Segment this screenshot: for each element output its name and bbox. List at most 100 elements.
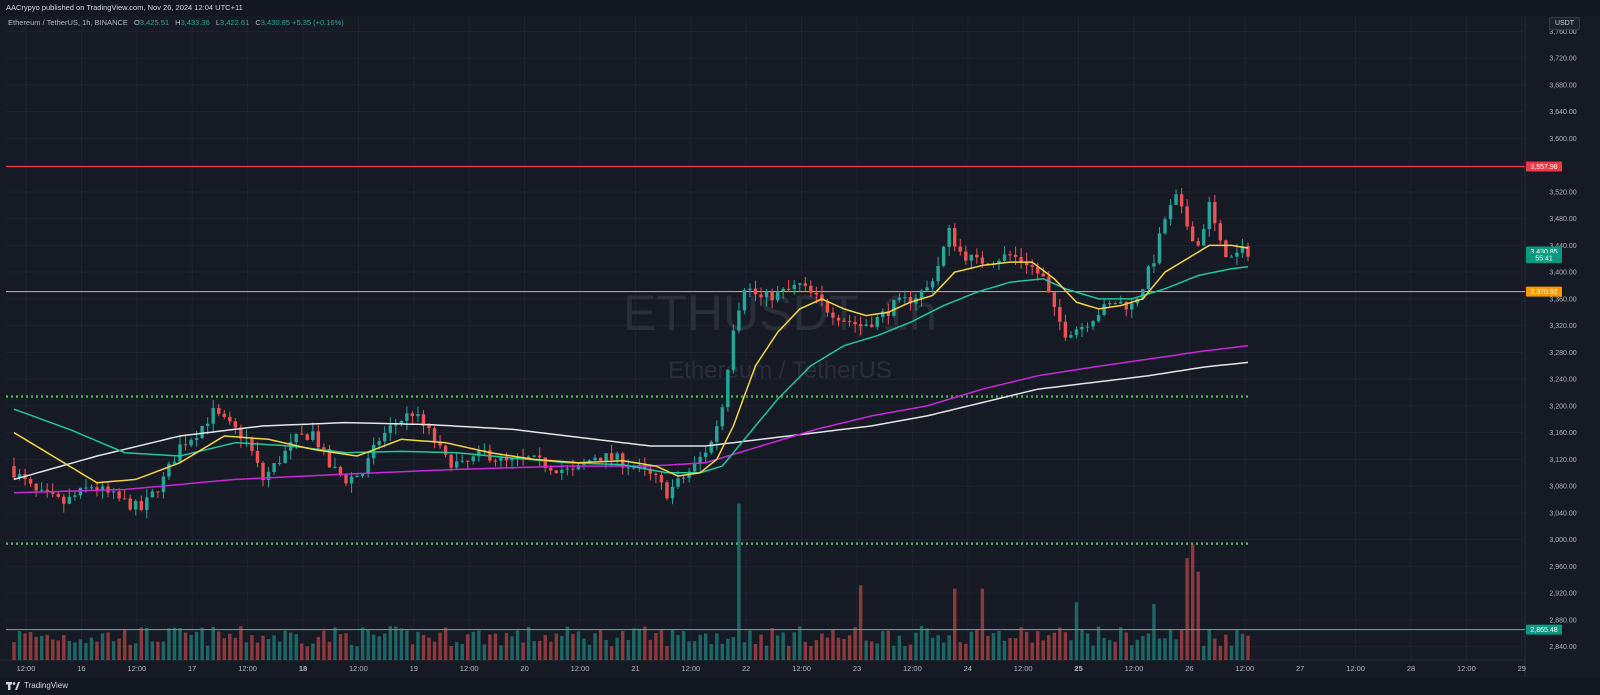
volume-bar	[122, 629, 127, 660]
price-tick-label: 3,360.00	[1549, 296, 1576, 303]
volume-bar	[161, 641, 166, 660]
volume-bar	[1202, 645, 1206, 660]
candle-body	[997, 260, 1001, 264]
candle-body	[875, 316, 879, 327]
time-tick-label: 16	[77, 664, 85, 673]
volume-bar	[410, 644, 415, 660]
candle-body	[1196, 241, 1200, 246]
volume-bar	[510, 636, 514, 660]
volume-bar	[421, 634, 426, 660]
volume-bar	[128, 644, 132, 660]
ema-fast-line	[13, 244, 1249, 484]
candle-body	[73, 495, 77, 497]
volume-bar	[222, 638, 226, 660]
candle-body	[1124, 301, 1128, 310]
candle-body	[466, 460, 470, 462]
candle-body	[1013, 254, 1018, 258]
time-tick-label: 25	[1074, 664, 1082, 673]
volume-bar	[300, 643, 304, 660]
candle-body	[51, 491, 55, 494]
time-tick-label: 12:00	[1014, 664, 1033, 673]
volume-bar	[515, 630, 520, 660]
volume-bar	[997, 631, 1001, 660]
candle-body	[1229, 256, 1234, 258]
price-tick-label: 3,720.00	[1549, 56, 1576, 63]
volume-bar	[438, 632, 442, 660]
candle-body	[936, 265, 940, 282]
candle-body	[316, 431, 321, 448]
volume-bar	[12, 642, 16, 660]
change-value: +5.35 (+0.16%)	[292, 18, 344, 27]
candle-body	[1218, 223, 1223, 241]
volume-bar	[493, 633, 498, 660]
volume-bar	[842, 638, 846, 660]
currency-badge[interactable]: USDT	[1548, 17, 1580, 30]
volume-bar	[388, 626, 392, 660]
volume-bar	[892, 645, 896, 660]
price-tick-label: 3,040.00	[1549, 510, 1576, 517]
candle-body	[1224, 240, 1228, 258]
price-tag-label: 3,430.85	[1530, 249, 1557, 256]
volume-bar	[858, 585, 863, 660]
volume-bar	[172, 627, 177, 660]
candle-body	[1113, 303, 1117, 305]
volume-bar	[466, 634, 470, 660]
volume-bar	[637, 628, 642, 660]
candle-body	[128, 498, 132, 510]
volume-bar	[803, 641, 808, 660]
candle-body	[1047, 276, 1051, 293]
volume-bar	[825, 637, 830, 660]
volume-bar	[753, 643, 758, 660]
candle-body	[930, 281, 935, 288]
volume-bars	[12, 503, 1250, 660]
candle-body	[167, 463, 171, 477]
volume-bar	[333, 627, 337, 660]
volume-bar	[305, 646, 309, 660]
volume-bar	[565, 626, 570, 660]
candle-body	[1141, 289, 1145, 299]
candle-body	[853, 321, 857, 325]
volume-bar	[272, 635, 276, 660]
price-tick-label: 3,680.00	[1549, 82, 1576, 89]
candle-body	[864, 324, 868, 327]
candle-body	[692, 463, 697, 472]
candle-body	[178, 444, 182, 462]
candle-body	[604, 453, 608, 462]
volume-bar	[537, 640, 542, 660]
candle-body	[908, 297, 913, 304]
volume-bar	[338, 634, 343, 660]
candle-body	[842, 320, 846, 322]
candle-body	[537, 455, 542, 458]
volume-bar	[205, 645, 210, 660]
volume-bar	[78, 639, 83, 660]
candle-body	[1096, 314, 1101, 322]
volume-bar	[28, 631, 33, 660]
candle-body	[731, 330, 736, 370]
candle-body	[477, 450, 481, 457]
volume-bar	[73, 642, 77, 660]
high-label: H	[175, 18, 181, 27]
time-tick-label: 12:00	[349, 664, 368, 673]
volume-bar	[62, 635, 66, 660]
volume-bar	[798, 626, 802, 660]
price-tick-label: 3,240.00	[1549, 377, 1576, 384]
candle-body	[897, 297, 902, 301]
candle-body	[17, 474, 22, 478]
volume-bar	[914, 632, 918, 660]
candle-body	[554, 470, 558, 474]
volume-bar	[1190, 544, 1195, 660]
candle-body	[432, 428, 437, 443]
candle-body	[1002, 254, 1007, 261]
price-tick-label: 2,960.00	[1549, 564, 1576, 571]
time-tick-label: 12:00	[681, 664, 700, 673]
volume-bar	[200, 627, 204, 660]
volume-bar	[283, 630, 287, 660]
candle-body	[836, 317, 841, 321]
volume-bar	[1030, 642, 1034, 660]
candle-body	[460, 460, 464, 462]
candle-body	[715, 426, 719, 442]
candle-body	[1240, 246, 1245, 253]
open-label: O	[134, 18, 140, 27]
